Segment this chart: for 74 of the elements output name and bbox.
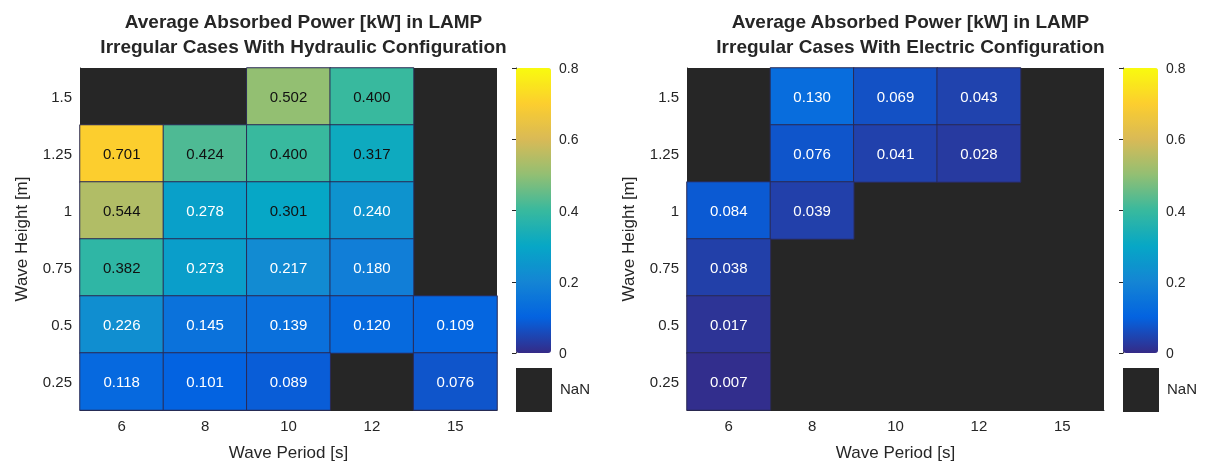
data-label: 0.273 [186, 259, 224, 276]
y-tick-label: 1 [63, 202, 72, 219]
y-tick-label: 1.25 [649, 145, 679, 162]
x-tick-label: 8 [200, 417, 210, 434]
y-tick-label: 0.25 [649, 373, 679, 390]
x-tick-label: 12 [363, 417, 381, 434]
data-label: 0.139 [269, 316, 308, 333]
chart-title: Average Absorbed Power [kW] in LAMP Irregular Cases With Electric Configuration [716, 11, 1105, 57]
data-label: 0.039 [793, 202, 831, 219]
data-label: 0.120 [353, 316, 391, 333]
data-label: 0.502 [269, 88, 308, 105]
data-label: 0.118 [103, 373, 140, 390]
color-bar-label: 0 [1166, 345, 1174, 361]
x-tick-label: 10 [887, 417, 904, 434]
color-bar-label: 0.2 [559, 273, 579, 290]
data-label: 0.089 [269, 373, 308, 390]
text: NaN [1167, 380, 1198, 397]
data-label: 0.544 [102, 202, 141, 219]
color-bar-label: 0.8 [1166, 60, 1186, 76]
data-label: 0.041 [876, 145, 915, 162]
x-axis-title: Wave Period [s] [228, 443, 349, 462]
data-label: 0.028 [960, 145, 998, 162]
data-label: 0.084 [709, 202, 748, 219]
y-tick-label: 1.5 [51, 88, 72, 105]
color-bar-label: 0 [559, 345, 567, 361]
y-tick-label: 1.25 [42, 145, 72, 162]
data-label: 0.240 [353, 202, 391, 219]
y-axis-title: Wave Height [m] [12, 176, 31, 302]
y-tick-label: 0.75 [649, 259, 679, 276]
color-bar-label: 0.8 [559, 60, 579, 76]
data-label: 0.076 [793, 145, 831, 162]
y-tick-label: 1.5 [658, 88, 679, 105]
data-label: 0.400 [269, 145, 308, 162]
x-tick-label: 8 [807, 417, 817, 434]
data-label: 0.180 [353, 259, 391, 276]
data-label: 0.038 [709, 259, 748, 276]
x-tick-label: 10 [280, 417, 297, 434]
data-label: 0.701 [102, 145, 141, 162]
color-bar-label: 0.6 [559, 131, 579, 148]
color-bar-label: 0.4 [559, 202, 579, 219]
color-bar-label: 0.4 [1166, 202, 1186, 219]
data-label: 0.217 [269, 259, 308, 276]
data-label: 0.017 [709, 316, 748, 333]
data-label: 0.382 [102, 259, 141, 276]
data-label: 0.007 [709, 373, 748, 390]
data-label: 0.043 [960, 88, 998, 105]
data-label: 0.301 [269, 202, 308, 219]
x-tick-label: 12 [970, 417, 988, 434]
x-tick-label: 6 [724, 417, 733, 434]
y-tick-label: 0.75 [42, 259, 72, 276]
y-axis-title: Wave Height [m] [619, 176, 638, 302]
color-bar-label: 0.2 [1166, 273, 1186, 290]
data-label: 0.076 [436, 373, 475, 390]
x-tick-label: 6 [117, 417, 126, 434]
x-tick-label: 15 [446, 417, 464, 434]
y-tick-label: 0.5 [51, 316, 72, 333]
x-tick-label: 15 [1053, 417, 1071, 434]
y-tick-label: 0.5 [658, 316, 679, 333]
color-bar-label: 0.6 [1166, 131, 1186, 148]
text: NaN [560, 380, 591, 397]
y-tick-label: 0.25 [42, 373, 72, 390]
data-label: 0.317 [353, 145, 391, 162]
data-label: 0.145 [186, 316, 224, 333]
data-label: 0.424 [186, 145, 224, 162]
chart-title: Average Absorbed Power [kW] in LAMP Irregular Cases With Hydraulic Configuration [100, 11, 507, 57]
data-label: 0.400 [353, 88, 391, 105]
data-label: 0.226 [102, 316, 141, 333]
data-label: 0.069 [876, 88, 915, 105]
data-label: 0.101 [186, 373, 224, 390]
data-label: 0.130 [793, 88, 831, 105]
y-tick-label: 1 [670, 202, 679, 219]
data-label: 0.278 [186, 202, 224, 219]
data-label: 0.109 [436, 316, 475, 333]
x-axis-title: Wave Period [s] [835, 443, 956, 462]
